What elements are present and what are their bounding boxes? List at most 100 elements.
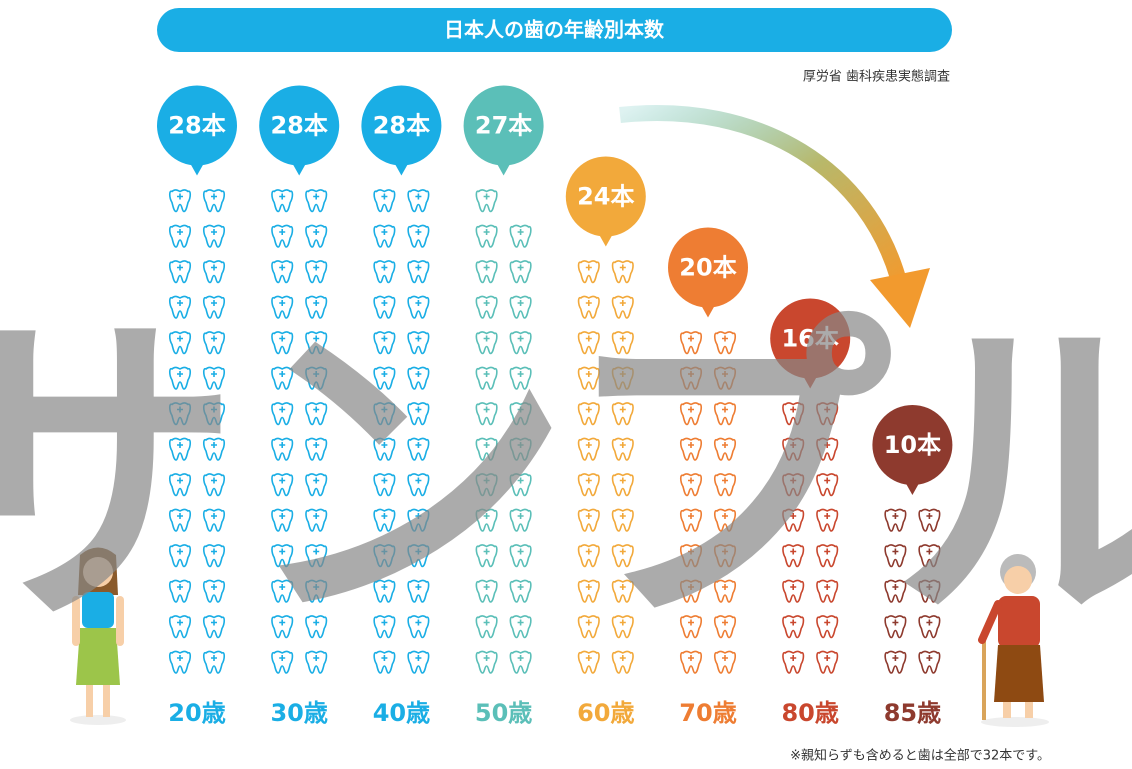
tooth xyxy=(782,437,805,461)
tooth xyxy=(509,402,532,426)
tooth xyxy=(271,295,294,319)
tooth xyxy=(679,473,703,497)
tooth xyxy=(168,260,192,284)
tooth xyxy=(202,615,226,639)
tooth xyxy=(475,544,498,568)
tooth xyxy=(475,331,498,355)
tooth xyxy=(509,295,532,319)
tooth xyxy=(202,402,226,426)
tooth xyxy=(611,437,634,461)
category-label: 50歳 xyxy=(475,699,532,727)
tooth xyxy=(679,544,703,568)
tooth xyxy=(373,366,396,390)
tooth xyxy=(168,224,192,248)
plot: 28本 20歳 28本 30歳 28本 40歳 27本 50歳 24本 60歳 20本 70歳 16本 8… xyxy=(157,85,953,727)
tooth xyxy=(679,579,703,603)
category-label: 60歳 xyxy=(577,699,634,727)
tooth xyxy=(407,402,430,426)
tooth xyxy=(202,579,226,603)
category-label: 70歳 xyxy=(679,699,736,727)
tooth xyxy=(884,508,907,532)
tooth xyxy=(475,508,498,532)
tooth xyxy=(679,650,703,674)
tooth xyxy=(168,579,192,603)
tooth xyxy=(577,650,600,674)
value-label: 20本 xyxy=(679,254,736,282)
tooth xyxy=(782,615,805,639)
tooth xyxy=(816,544,839,568)
tooth xyxy=(407,331,430,355)
tooth xyxy=(577,366,600,390)
elderly-woman xyxy=(978,554,1049,727)
tooth xyxy=(509,615,532,639)
tooth xyxy=(577,437,600,461)
young-woman xyxy=(70,547,126,725)
bubble xyxy=(463,85,544,166)
tooth xyxy=(509,508,532,532)
tooth xyxy=(611,544,634,568)
tooth xyxy=(305,224,328,248)
tooth-group xyxy=(679,331,737,674)
tooth xyxy=(271,615,294,639)
tooth xyxy=(202,331,226,355)
bubble xyxy=(361,85,442,166)
tooth xyxy=(509,437,532,461)
value-label: 28本 xyxy=(270,112,327,140)
tooth xyxy=(305,331,328,355)
tooth xyxy=(475,295,498,319)
tooth xyxy=(611,473,634,497)
tooth-group xyxy=(373,189,430,674)
tooth xyxy=(816,615,839,639)
tooth xyxy=(202,544,226,568)
tooth xyxy=(168,295,192,319)
tooth xyxy=(271,473,294,497)
tooth xyxy=(305,260,328,284)
tooth xyxy=(918,508,941,532)
tooth xyxy=(679,615,703,639)
tooth xyxy=(305,366,328,390)
tooth xyxy=(679,366,703,390)
tooth xyxy=(271,260,294,284)
tooth xyxy=(713,579,737,603)
tooth xyxy=(884,579,907,603)
tooth xyxy=(271,579,294,603)
tooth xyxy=(202,189,226,213)
tooth xyxy=(713,473,737,497)
tooth xyxy=(713,437,737,461)
tooth xyxy=(577,402,600,426)
tooth xyxy=(918,544,941,568)
category-label: 20歳 xyxy=(168,699,225,727)
tooth xyxy=(713,402,737,426)
tooth xyxy=(305,508,328,532)
tooth xyxy=(271,544,294,568)
tooth xyxy=(271,189,294,213)
tooth xyxy=(679,402,703,426)
tooth xyxy=(271,437,294,461)
tooth xyxy=(407,544,430,568)
title-bar xyxy=(157,8,952,52)
tooth xyxy=(407,189,430,213)
tooth xyxy=(816,508,839,532)
tooth xyxy=(679,508,703,532)
bubble xyxy=(565,156,646,237)
tooth xyxy=(475,366,498,390)
bubble xyxy=(872,405,953,485)
tooth xyxy=(713,331,737,355)
tooth xyxy=(475,579,498,603)
bubble xyxy=(259,85,340,166)
chart-title: 日本人の歯の年齢別本数 xyxy=(444,18,665,42)
tooth xyxy=(407,473,430,497)
watermark: サンプル xyxy=(0,284,1132,668)
tooth xyxy=(305,650,328,674)
tooth xyxy=(475,615,498,639)
tooth xyxy=(271,402,294,426)
tooth-group xyxy=(884,508,941,674)
tooth xyxy=(305,544,328,568)
tooth xyxy=(509,650,532,674)
tooth xyxy=(305,189,328,213)
tooth xyxy=(611,260,634,284)
tooth xyxy=(373,331,396,355)
tooth xyxy=(713,544,737,568)
tooth xyxy=(816,437,839,461)
